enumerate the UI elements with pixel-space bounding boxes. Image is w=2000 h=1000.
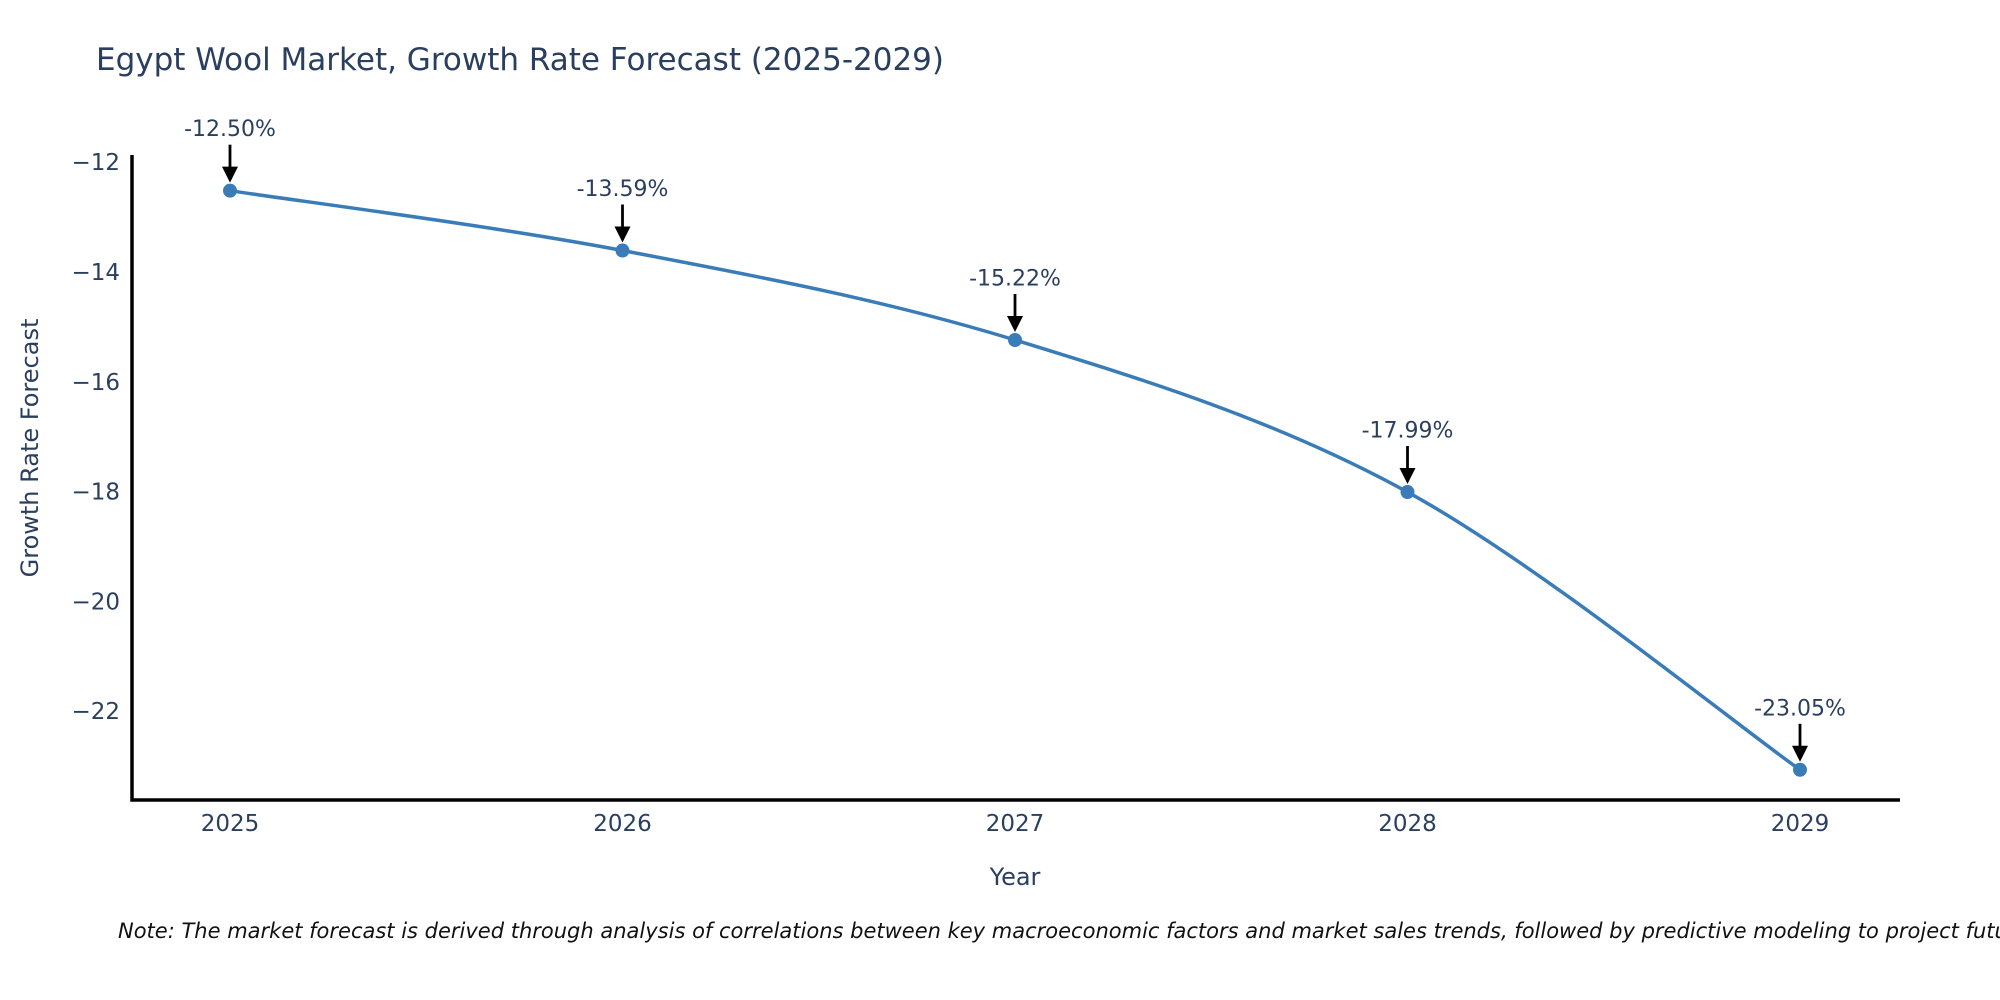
x-tick-label: 2025	[201, 811, 260, 837]
footnote: Note: The market forecast is derived thr…	[118, 919, 2000, 943]
data-point-2028	[1400, 485, 1415, 500]
y-tick-label: −16	[71, 370, 120, 396]
x-tick-label: 2028	[1378, 811, 1437, 837]
axis-lines	[130, 155, 1900, 802]
annotation-arrow-head	[1792, 745, 1808, 762]
data-point-2029	[1793, 762, 1807, 777]
data-label-2028: -17.99%	[1362, 419, 1454, 444]
annotation-arrow-head	[1399, 468, 1416, 485]
chart-title: Egypt Wool Market, Growth Rate Forecast …	[96, 42, 944, 78]
data-point-2026	[615, 243, 630, 258]
y-tick-label: −14	[71, 260, 120, 286]
x-tick-label: 2027	[986, 811, 1045, 837]
annotation-arrow-head	[614, 226, 631, 243]
annotation-arrow-head	[1007, 315, 1023, 332]
data-label-2026: -13.59%	[577, 177, 669, 202]
y-tick-label: −20	[71, 589, 120, 615]
y-tick-label: −22	[71, 699, 120, 725]
data-label-2025: -12.50%	[184, 117, 276, 142]
y-tick-label: −18	[71, 480, 120, 506]
y-axis-title: Growth Rate Forecast	[16, 319, 44, 578]
data-label-2027: -15.22%	[969, 266, 1061, 291]
annotation-arrow-head	[222, 166, 238, 183]
y-tick-label: −12	[71, 150, 120, 176]
x-tick-label: 2026	[593, 811, 652, 837]
x-tick-label: 2029	[1771, 811, 1830, 837]
x-axis-title: Year	[989, 863, 1041, 891]
data-label-2029: -23.05%	[1754, 696, 1846, 721]
data-point-2027	[1008, 332, 1022, 347]
data-point-2025	[223, 183, 237, 198]
